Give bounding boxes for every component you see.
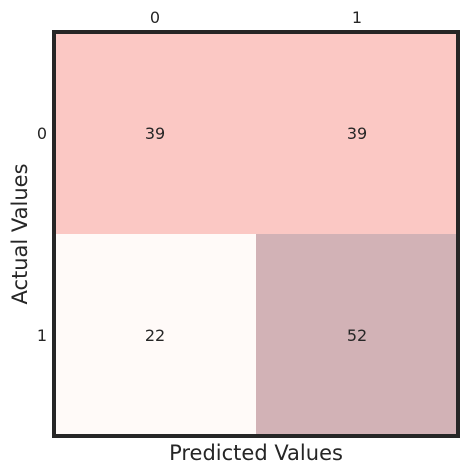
y-axis-label: Actual Values	[8, 163, 32, 304]
heatmap-cell-r1-c0	[54, 234, 256, 436]
cell-value-label-r0-c0: 39	[145, 124, 165, 143]
heatmap-cell-r0-c0	[54, 32, 256, 234]
y-tick-label: 1	[37, 326, 47, 345]
heatmap-cell-labels: 39 39 22 52	[145, 124, 367, 345]
heatmap-cells	[54, 32, 458, 436]
x-tick-label: 0	[150, 8, 160, 27]
x-tick-label: 1	[352, 8, 362, 27]
y-tick-label: 0	[37, 124, 47, 143]
plot-frame	[52, 30, 460, 438]
y-tick-labels: 01	[37, 124, 47, 345]
cell-value-label-r1-c1: 52	[347, 326, 367, 345]
x-axis-label: Predicted Values	[169, 441, 343, 465]
cell-value-label-r1-c0: 22	[145, 326, 165, 345]
heatmap-cell-r0-c1	[256, 32, 458, 234]
heatmap-cell-r1-c1	[256, 234, 458, 436]
cell-value-label-r0-c1: 39	[347, 124, 367, 143]
